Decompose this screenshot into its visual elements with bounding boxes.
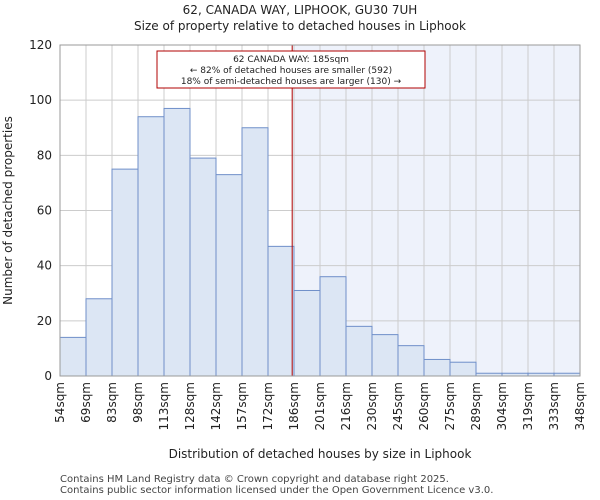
- bar-216sqm: [345, 325, 373, 377]
- chart-title: 62, CANADA WAY, LIPHOOK, GU30 7UH: [182, 3, 418, 17]
- bar-128sqm: [189, 157, 217, 377]
- y-tick-label: 0: [44, 369, 52, 383]
- bar-54sqm: [59, 336, 87, 377]
- bar-260sqm: [423, 358, 451, 377]
- annotation-line-3: 18% of semi-detached houses are larger (…: [181, 77, 402, 87]
- annotation-line-2: ← 82% of detached houses are smaller (59…: [190, 66, 392, 76]
- annotation-box: 62 CANADA WAY: 185sqm ← 82% of detached …: [156, 50, 426, 89]
- y-tick-label: 40: [37, 259, 52, 273]
- x-tick-label: 186sqm: [287, 382, 301, 430]
- y-tick-label: 20: [37, 314, 52, 328]
- bar-230sqm: [371, 334, 399, 377]
- bar-69sqm: [85, 298, 113, 377]
- bar-275sqm: [449, 361, 477, 377]
- x-tick-label: 128sqm: [183, 382, 197, 430]
- y-tick-label: 60: [37, 204, 52, 218]
- bar-201sqm: [319, 276, 347, 377]
- plot-frame: [59, 44, 581, 377]
- x-tick-label: 113sqm: [157, 382, 171, 430]
- y-ticks: 0 20 40 60 80 100 120: [29, 38, 52, 383]
- x-tick-label: 333sqm: [547, 382, 561, 430]
- y-tick-label: 80: [37, 148, 52, 162]
- x-tick-label: 275sqm: [443, 382, 457, 430]
- x-tick-label: 172sqm: [261, 382, 275, 430]
- x-tick-label: 157sqm: [235, 382, 249, 430]
- x-tick-label: 348sqm: [573, 382, 587, 430]
- y-axis-label: Number of detached properties: [1, 116, 15, 305]
- annotation-line-1: 62 CANADA WAY: 185sqm: [233, 55, 349, 65]
- bar-83sqm: [111, 168, 139, 377]
- x-tick-label: 69sqm: [79, 382, 93, 423]
- x-tick-label: 319sqm: [521, 382, 535, 430]
- x-tick-label: 289sqm: [469, 382, 483, 430]
- y-tick-label: 120: [29, 38, 52, 52]
- x-tick-label: 98sqm: [131, 382, 145, 423]
- x-ticks: 54sqm 69sqm 83sqm 98sqm 113sqm 128sqm 142sqm 15…: [53, 382, 587, 430]
- x-tick-label: 230sqm: [365, 382, 379, 430]
- chart-subtitle: Size of property relative to detached ho…: [134, 19, 466, 33]
- x-tick-label: 260sqm: [417, 382, 431, 430]
- footer-line-1: Contains HM Land Registry data © Crown c…: [60, 474, 449, 485]
- x-tick-label: 216sqm: [339, 382, 353, 430]
- x-tick-label: 83sqm: [105, 382, 119, 423]
- x-axis-label: Distribution of detached houses by size …: [169, 447, 472, 461]
- bar-142sqm: [215, 174, 243, 377]
- footer-line-2: Contains public sector information licen…: [60, 485, 494, 496]
- x-tick-label: 245sqm: [391, 382, 405, 430]
- bar-245sqm: [397, 345, 425, 377]
- bar-157sqm: [241, 127, 269, 377]
- x-tick-label: 201sqm: [313, 382, 327, 430]
- x-tick-label: 142sqm: [209, 382, 223, 430]
- bar-186sqm: [293, 289, 321, 377]
- bar-98sqm: [137, 116, 165, 377]
- x-tick-label: 304sqm: [495, 382, 509, 430]
- x-tick-label: 54sqm: [53, 382, 67, 423]
- y-tick-label: 100: [29, 93, 52, 107]
- annotation-frame: [156, 50, 426, 89]
- bar-172sqm: [267, 245, 295, 377]
- bar-113sqm: [163, 107, 191, 377]
